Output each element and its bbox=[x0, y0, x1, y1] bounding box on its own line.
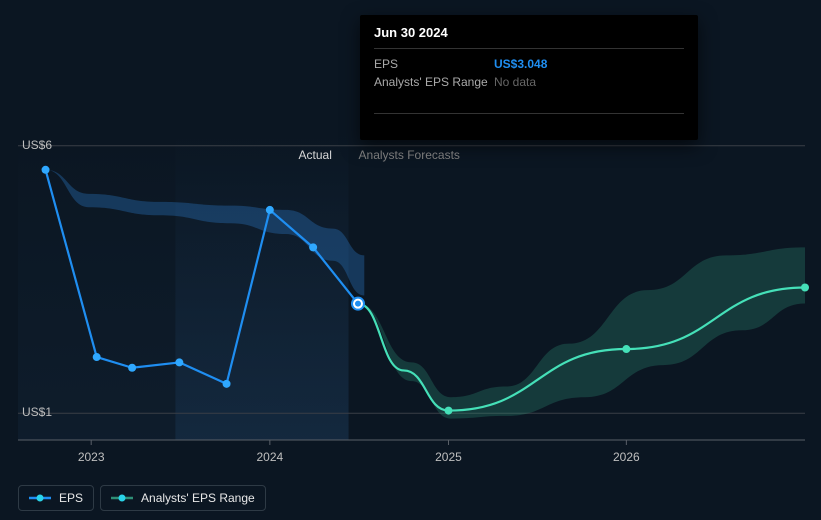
tooltip-divider bbox=[374, 48, 684, 49]
tooltip-range-label: Analysts' EPS Range bbox=[374, 73, 494, 91]
legend-swatch-icon bbox=[29, 493, 51, 503]
legend-item-eps[interactable]: EPS bbox=[18, 485, 94, 511]
chart-legend: EPS Analysts' EPS Range bbox=[18, 485, 266, 511]
y-tick-label: US$6 bbox=[22, 138, 52, 152]
x-tick-label: 2026 bbox=[613, 450, 640, 464]
legend-swatch-icon bbox=[111, 493, 133, 503]
tooltip-range-value: No data bbox=[494, 73, 536, 91]
y-tick-label: US$1 bbox=[22, 405, 52, 419]
x-tick-label: 2023 bbox=[78, 450, 105, 464]
tooltip-eps-value: US$3.048 bbox=[494, 55, 547, 73]
legend-label: Analysts' EPS Range bbox=[141, 491, 255, 505]
tooltip-eps-label: EPS bbox=[374, 55, 494, 73]
chart-tooltip: Jun 30 2024 EPS US$3.048 Analysts' EPS R… bbox=[360, 15, 698, 140]
section-label-forecast: Analysts Forecasts bbox=[359, 148, 460, 162]
x-tick-label: 2025 bbox=[435, 450, 462, 464]
legend-label: EPS bbox=[59, 491, 83, 505]
legend-item-range[interactable]: Analysts' EPS Range bbox=[100, 485, 266, 511]
x-tick-label: 2024 bbox=[256, 450, 283, 464]
tooltip-divider-2 bbox=[374, 113, 684, 114]
section-label-actual: Actual bbox=[299, 148, 332, 162]
tooltip-date: Jun 30 2024 bbox=[374, 25, 684, 44]
eps-chart-container: Jun 30 2024 EPS US$3.048 Analysts' EPS R… bbox=[0, 0, 821, 520]
